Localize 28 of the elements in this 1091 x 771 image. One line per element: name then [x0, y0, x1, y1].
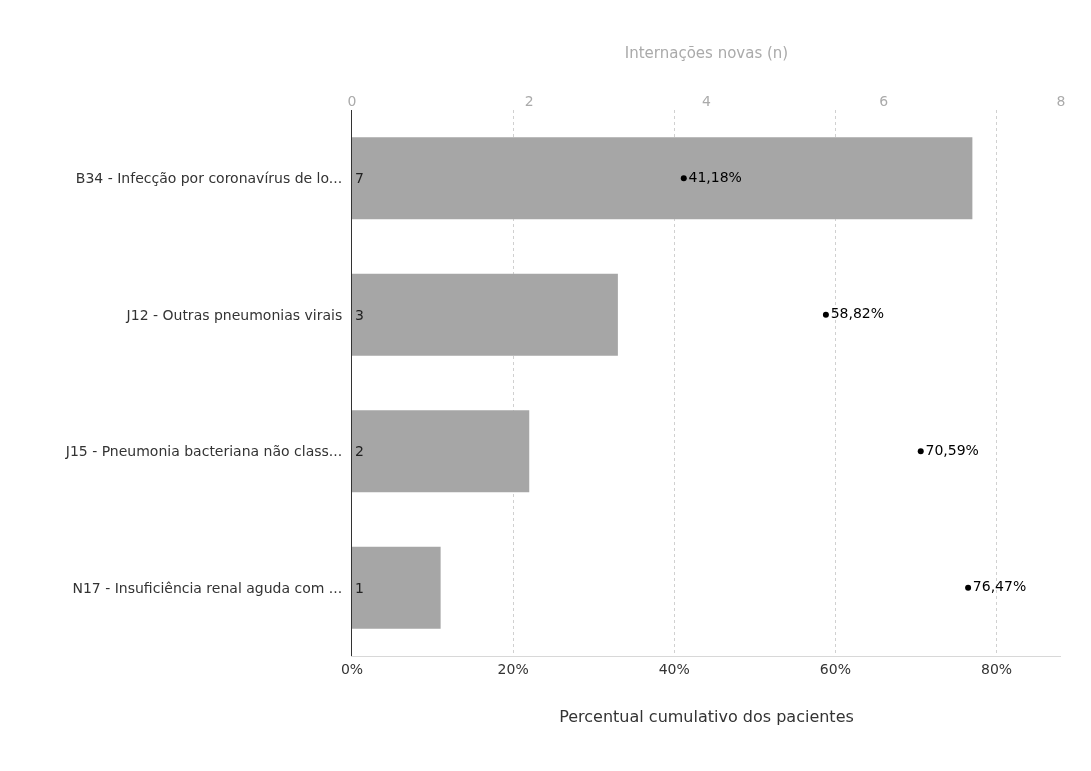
data-label: 70,59%: [925, 441, 979, 458]
data-label: 2: [355, 443, 364, 460]
y-tick-label: J12 - Outras pneumonias virais: [125, 306, 343, 323]
data-label: 76,47%: [972, 578, 1027, 595]
y-tick-label: N17 - Insuficiência renal aguda com ...: [72, 579, 343, 596]
x2-tick-label: 0: [347, 93, 357, 110]
x-tick-label: 60%: [819, 660, 851, 677]
data-label: 3: [355, 306, 364, 323]
data-label: 7: [355, 170, 364, 187]
x-tick-label: 40%: [658, 660, 690, 677]
y-tick-label: J15 - Pneumonia bacteriana não class...: [64, 443, 343, 460]
x2-tick-label: 2: [524, 93, 534, 110]
x-axis-title: Percentual cumulativo dos pacientes: [559, 707, 854, 727]
point: [822, 311, 829, 318]
data-label: 41,18%: [688, 168, 742, 185]
x2-tick-label: 4: [702, 93, 712, 110]
data-label: 58,82%: [830, 305, 885, 322]
y-tick-label: B34 - Infecção por coronavírus de lo...: [75, 170, 343, 187]
point: [680, 175, 687, 182]
x2-tick-label: 6: [879, 93, 889, 110]
data-label: 1: [355, 579, 364, 596]
x2-axis-title: Internações novas (n): [624, 44, 789, 63]
x2-tick-label: 8: [1056, 93, 1066, 110]
x-tick-label: 20%: [497, 660, 529, 677]
x-tick-label: 0%: [340, 660, 364, 677]
point: [965, 584, 972, 591]
point: [917, 448, 924, 455]
x-tick-label: 80%: [980, 660, 1013, 677]
